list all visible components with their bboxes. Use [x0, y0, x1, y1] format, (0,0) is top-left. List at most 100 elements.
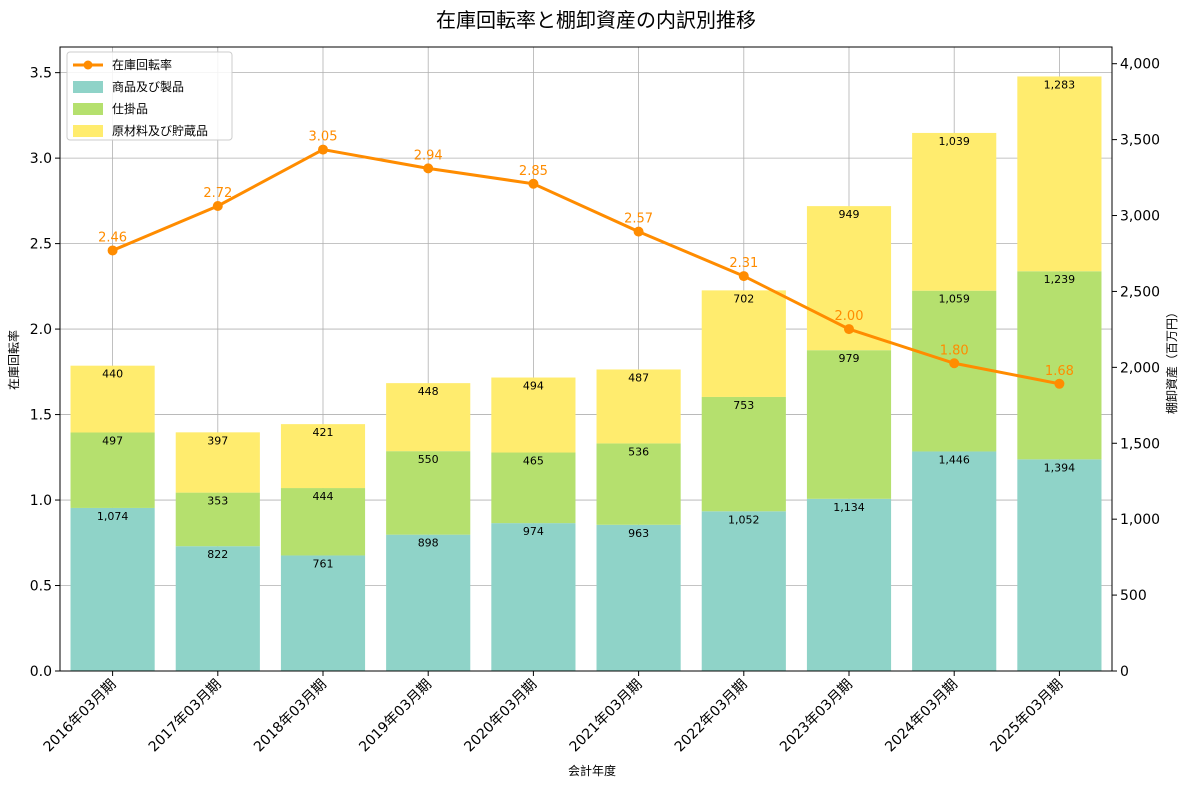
- y-right-tick-label: 1,000: [1120, 512, 1160, 528]
- bar-segment-label: 963: [628, 527, 649, 540]
- turnover-point: [318, 144, 328, 155]
- bar-segment: [806, 350, 892, 499]
- turnover-point: [528, 178, 539, 189]
- bar-segment: [806, 498, 892, 671]
- bar-segment-label: 974: [523, 525, 544, 538]
- bar-segment: [280, 424, 366, 489]
- bar-segment: [1017, 459, 1102, 671]
- y-left-tick-label: 0.5: [30, 579, 52, 595]
- bar-segment: [1017, 271, 1102, 460]
- x-tick-label: 2024年03月期: [882, 677, 961, 756]
- bar-segment-label: 353: [207, 495, 228, 508]
- bar-segment-label: 1,052: [728, 513, 760, 526]
- legend-swatch: [73, 125, 103, 137]
- x-tick-label: 2021年03月期: [567, 677, 646, 756]
- y-right-tick-label: 1,500: [1120, 436, 1160, 452]
- bar-segment: [386, 534, 471, 671]
- plot-frame: [59, 46, 1113, 672]
- bar-segment-label: 421: [313, 426, 334, 439]
- bar-segment-label: 497: [102, 434, 123, 447]
- turnover-point: [844, 324, 854, 335]
- y-left-tick-label: 1.0: [30, 493, 52, 509]
- bar-segment: [491, 523, 576, 671]
- bar-segment-label: 440: [102, 368, 123, 381]
- bar-segment: [701, 290, 786, 397]
- bar-segment-label: 702: [733, 292, 754, 305]
- bar-segment-label: 494: [523, 380, 544, 393]
- turnover-point: [949, 358, 960, 369]
- bar-segment: [175, 432, 260, 493]
- y-right-tick-label: 0: [1120, 664, 1129, 680]
- bar-segment: [596, 369, 681, 444]
- x-tick-label: 2023年03月期: [777, 677, 856, 756]
- bar-segment-label: 1,074: [97, 510, 129, 523]
- legend-swatch: [73, 81, 103, 93]
- bar-segment: [912, 132, 997, 291]
- legend-box: [66, 51, 233, 141]
- turnover-label: 3.05: [309, 130, 338, 145]
- bar-segment-label: 550: [418, 453, 439, 466]
- x-tick-label: 2019年03月期: [356, 677, 435, 756]
- turnover-point: [423, 163, 434, 174]
- bar-segment: [491, 452, 576, 524]
- y-right-tick-label: 3,500: [1120, 133, 1160, 149]
- legend-label: 在庫回転率: [112, 57, 172, 72]
- bar-segment-label: 753: [733, 399, 754, 412]
- bar-segment: [280, 555, 366, 671]
- bar-segment-label: 1,446: [938, 453, 970, 466]
- bar-segment: [596, 524, 681, 671]
- legend-swatch-marker: [83, 60, 93, 70]
- bar-segment: [1017, 76, 1102, 272]
- bar-segment-label: 1,239: [1044, 273, 1076, 286]
- bar-segment: [912, 451, 997, 671]
- bar-segment-label: 536: [628, 445, 649, 458]
- legend-label: 仕掛品: [112, 101, 148, 116]
- x-axis-label: 会計年度: [568, 763, 616, 778]
- turnover-label: 2.94: [414, 148, 443, 163]
- bar-segment-label: 465: [523, 455, 544, 468]
- y-left-tick-label: 1.5: [30, 408, 52, 424]
- y-left-tick-label: 3.0: [30, 151, 52, 167]
- bar-segment: [175, 546, 260, 671]
- bar-segment-label: 822: [207, 548, 228, 561]
- segment-labels-layer: 1,074 822 761 898 974 963 1,052 1,134 1,446 1,394…: [97, 78, 1075, 570]
- turnover-label: 2.46: [98, 230, 127, 245]
- turnover-point: [212, 200, 223, 211]
- turnover-line: [112, 148, 1060, 386]
- turnover-label: 2.72: [203, 186, 232, 201]
- turnover-label: 1.68: [1045, 364, 1074, 379]
- bar-segment-label: 1,134: [833, 501, 865, 514]
- bar-segment: [386, 383, 471, 452]
- bar-segment: [70, 432, 155, 508]
- turnover-label: 2.57: [624, 212, 653, 227]
- bars-layer: [70, 76, 1102, 671]
- y-left-tick-label: 2.5: [30, 237, 52, 253]
- x-tick-label: 2017年03月期: [146, 677, 225, 756]
- bar-segment: [386, 451, 471, 535]
- bar-segment: [701, 511, 786, 671]
- bar-segment-label: 1,039: [938, 135, 970, 148]
- bar-segment-label: 1,283: [1044, 78, 1076, 91]
- chart-title: 在庫回転率と棚卸資産の内訳別推移: [436, 8, 756, 32]
- y-right-tick-label: 3,000: [1120, 209, 1160, 225]
- y-right-tick-label: 500: [1120, 588, 1147, 604]
- y-left-tick-label: 0.0: [30, 664, 52, 680]
- x-tick-label: 2020年03月期: [461, 677, 540, 756]
- legend-label: 商品及び製品: [112, 79, 184, 94]
- bar-segment: [491, 377, 576, 453]
- x-tick-label: 2025年03月期: [987, 677, 1066, 756]
- x-tick-label: 2022年03月期: [672, 677, 751, 756]
- turnover-point: [1054, 378, 1065, 389]
- bar-segment-label: 1,059: [938, 293, 970, 306]
- bar-segment-label: 1,394: [1044, 461, 1076, 474]
- bar-segment: [175, 492, 260, 547]
- turnover-point: [107, 245, 118, 256]
- turnover-label: 2.00: [835, 309, 864, 324]
- turnover-label: 2.85: [519, 164, 548, 179]
- turnover-label: 2.31: [729, 256, 758, 271]
- y-axis-left-label: 在庫回転率: [6, 330, 21, 390]
- y-right-tick-label: 2,000: [1120, 360, 1160, 376]
- bar-segment: [596, 443, 681, 525]
